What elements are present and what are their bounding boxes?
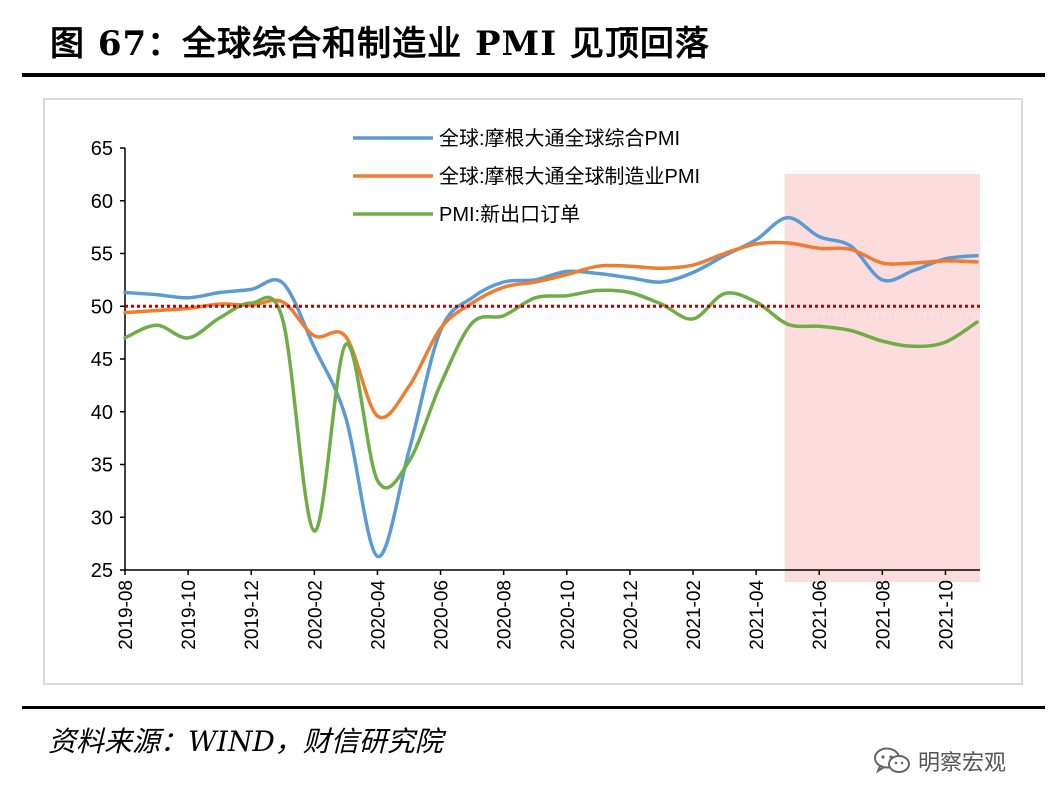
x-tick-label: 2020-04 [368,580,389,650]
x-tick-label: 2020-08 [495,580,516,650]
x-tick-label: 2021-10 [936,580,957,650]
x-tick-label: 2021-08 [873,580,894,650]
y-tick-label: 50 [91,296,113,318]
x-tick-label: 2021-04 [747,580,768,650]
y-tick-label: 25 [91,560,113,582]
y-tick-label: 40 [91,402,113,424]
x-tick-label: 2021-06 [810,580,831,650]
line-chart: 25 30 35 40 45 50 55 60 65 2019-08 2019-10 2019-12 2… [91,127,980,650]
brand-name: 明察宏观 [918,751,1007,776]
wechat-icon [874,747,910,774]
x-tick-label: 2020-10 [558,580,579,650]
bottom-rule [22,706,1045,709]
composite-pmi-line [123,215,979,559]
chart-frame: 25 30 35 40 45 50 55 60 65 2019-08 2019-10 2019-12 2… [43,98,1023,685]
figure-title: 图 67：全球综合和制造业 PMI 见顶回落 [50,24,710,64]
x-tick-label: 2020-06 [432,580,453,650]
x-tick-label: 2019-10 [179,580,200,650]
export-orders-line [123,288,979,533]
manufacturing-pmi-line [123,240,979,420]
x-tick-label: 2021-02 [684,580,705,650]
x-tick-label: 2019-08 [116,580,137,650]
y-tick-label: 45 [91,349,113,371]
y-tick-label: 65 [91,138,113,160]
legend-export-orders-label: PMI:新出口订单 [439,203,580,226]
source-note: 资料来源：WIND，财信研究院 [48,725,443,758]
legend-manufacturing-label: 全球:摩根大通全球制造业PMI [439,165,700,188]
y-tick-label: 55 [91,244,113,266]
x-tick-label: 2020-02 [305,580,326,650]
brand-watermark: 明察宏观 [872,746,1006,776]
y-tick-label: 60 [91,191,113,213]
highlight-band [784,174,980,582]
x-tick-label: 2020-12 [621,580,642,650]
y-tick-label: 30 [91,507,113,529]
legend-composite-label: 全球:摩根大通全球综合PMI [439,127,680,150]
y-tick-label: 35 [91,455,113,477]
x-tick-label: 2019-12 [242,580,263,650]
top-rule [22,73,1045,77]
